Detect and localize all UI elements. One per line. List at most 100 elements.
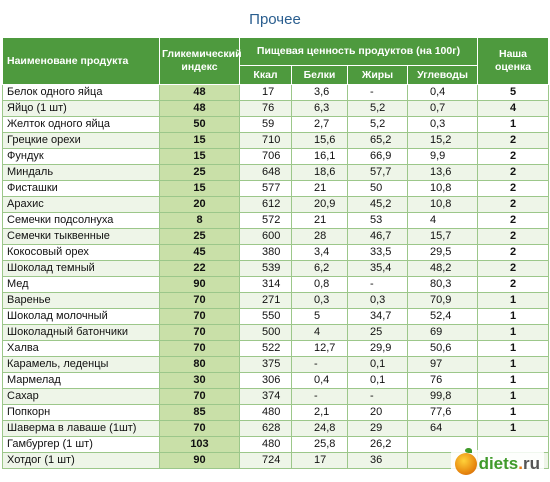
table-row: Кокосовый орех 45 380 3,4 33,5 29,5 2: [2, 244, 550, 261]
cell-fat: 25: [347, 324, 408, 341]
cell-kcal: 648: [239, 164, 292, 181]
cell-rating: 2: [477, 196, 550, 213]
cell-name: Халва: [2, 340, 160, 357]
cell-rating: 1: [477, 324, 550, 341]
cell-kcal: 76: [239, 100, 292, 117]
table-row: Попкорн 85 480 2,1 20 77,6 1: [2, 404, 550, 421]
table-row: Желток одного яйца 50 59 2,7 5,2 0,3 1: [2, 116, 550, 133]
cell-carbs: 15,7: [406, 228, 479, 245]
cell-name: Грецкие орехи: [2, 132, 160, 149]
header-fat: Жиры: [347, 65, 408, 85]
cell-protein: -: [291, 356, 348, 373]
table-row: Хотдог (1 шт) 90 724 17 36: [2, 452, 550, 469]
cell-fat: 5,2: [347, 116, 408, 133]
cell-gi: 20: [159, 196, 240, 213]
cell-kcal: 314: [239, 276, 292, 293]
cell-name: Арахис: [2, 196, 160, 213]
cell-protein: 6,3: [291, 100, 348, 117]
cell-fat: 0,3: [347, 292, 408, 309]
cell-carbs: 64: [406, 420, 479, 437]
cell-protein: 21: [291, 180, 348, 197]
cell-protein: 15,6: [291, 132, 348, 149]
table-row: Семечки тыквенные 25 600 28 46,7 15,7 2: [2, 228, 550, 245]
cell-kcal: 522: [239, 340, 292, 357]
cell-carbs: 0,4: [406, 84, 479, 101]
cell-name: Хотдог (1 шт): [2, 452, 160, 469]
table-row: Белок одного яйца 48 17 3,6-0,4 5: [2, 84, 550, 101]
table-row: Яйцо (1 шт) 48 76 6,3 5,2 0,7 4: [2, 100, 550, 117]
cell-rating: 1: [477, 404, 550, 421]
cell-kcal: 577: [239, 180, 292, 197]
header-carbs: Углеводы: [406, 65, 479, 85]
cell-name: Мармелад: [2, 372, 160, 389]
cell-protein: -: [291, 388, 348, 405]
cell-kcal: 710: [239, 132, 292, 149]
cell-kcal: 706: [239, 148, 292, 165]
cell-name: Шоколад темный: [2, 260, 160, 277]
cell-rating: 1: [477, 340, 550, 357]
header-name: Наименоване продукта: [2, 37, 160, 85]
table-row: Мед 90 314 0,8-80,3 2: [2, 276, 550, 293]
cell-kcal: 480: [239, 404, 292, 421]
cell-gi: 8: [159, 212, 240, 229]
cell-rating: 1: [477, 356, 550, 373]
cell-rating: 1: [477, 292, 550, 309]
cell-name: Семечки подсолнуха: [2, 212, 160, 229]
cell-rating: 2: [477, 244, 550, 261]
cell-gi: 70: [159, 292, 240, 309]
cell-carbs: 80,3: [406, 276, 479, 293]
cell-rating: 2: [477, 212, 550, 229]
cell-carbs: 0,3: [406, 116, 479, 133]
cell-rating: 2: [477, 260, 550, 277]
cell-rating: 1: [477, 308, 550, 325]
table-row: Варенье 70 271 0,3 0,3 70,9 1: [2, 292, 550, 309]
cell-rating: 1: [477, 116, 550, 133]
cell-name: Попкорн: [2, 404, 160, 421]
cell-rating: 2: [477, 180, 550, 197]
header-rating: Наша оценка: [477, 37, 550, 85]
cell-carbs: 48,2: [406, 260, 479, 277]
diets-logo[interactable]: diets.ru: [450, 448, 544, 478]
cell-gi: 25: [159, 228, 240, 245]
cell-protein: 0,4: [291, 372, 348, 389]
cell-name: Шоколад молочный: [2, 308, 160, 325]
cell-protein: 5: [291, 308, 348, 325]
cell-gi: 70: [159, 388, 240, 405]
table-row: Шаверма в лаваше (1шт) 70 628 24,8 29 64 1: [2, 420, 550, 437]
cell-gi: 80: [159, 356, 240, 373]
cell-gi: 90: [159, 452, 240, 469]
cell-protein: 2,1: [291, 404, 348, 421]
cell-gi: 48: [159, 100, 240, 117]
cell-fat: 0,1: [347, 356, 408, 373]
cell-protein: 3,6: [291, 84, 348, 101]
header-protein: Белки: [291, 65, 348, 85]
table-row: Грецкие орехи 15 710 15,6 65,2 15,2 2: [2, 132, 550, 149]
logo-text: diets.ru: [478, 454, 540, 473]
cell-carbs: 77,6: [406, 404, 479, 421]
cell-kcal: 550: [239, 308, 292, 325]
table-row: Карамель, леденцы 80 375-0,1 97 1: [2, 356, 550, 373]
cell-name: Мед: [2, 276, 160, 293]
cell-rating: 2: [477, 132, 550, 149]
cell-carbs: 10,8: [406, 180, 479, 197]
cell-protein: 0,3: [291, 292, 348, 309]
cell-kcal: 628: [239, 420, 292, 437]
cell-protein: 0,8: [291, 276, 348, 293]
cell-fat: 33,5: [347, 244, 408, 261]
cell-gi: 70: [159, 324, 240, 341]
page-title: Прочее: [249, 11, 301, 28]
cell-carbs: 70,9: [406, 292, 479, 309]
cell-kcal: 724: [239, 452, 292, 469]
cell-kcal: 600: [239, 228, 292, 245]
cell-name: Шоколадный батончики: [2, 324, 160, 341]
table-row: Фисташки 15 577 21 50 10,8 2: [2, 180, 550, 197]
cell-fat: 26,2: [347, 436, 408, 453]
cell-carbs: 4: [406, 212, 479, 229]
table-row: Арахис 20 612 20,9 45,2 10,8 2: [2, 196, 550, 213]
cell-fat: 50: [347, 180, 408, 197]
cell-name: Фисташки: [2, 180, 160, 197]
cell-gi: 45: [159, 244, 240, 261]
cell-name: Миндаль: [2, 164, 160, 181]
cell-carbs: 9,9: [406, 148, 479, 165]
cell-name: Семечки тыквенные: [2, 228, 160, 245]
